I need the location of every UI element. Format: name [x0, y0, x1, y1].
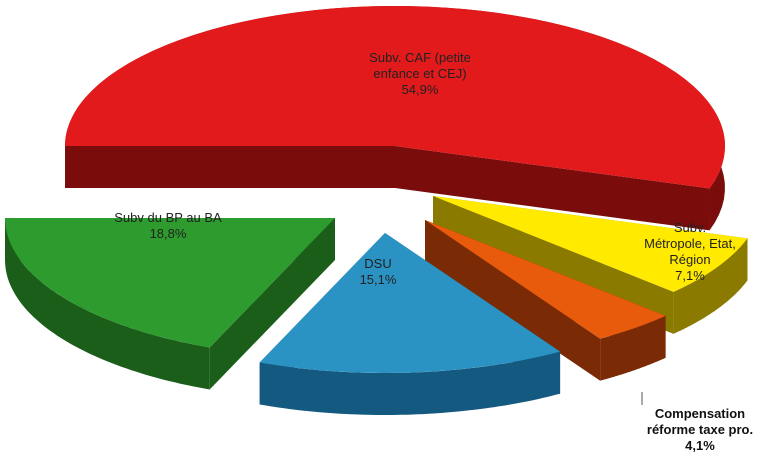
slice-label: Subv. Métropole, Etat, Région 7,1% — [644, 220, 736, 283]
slice-outer-wall — [259, 351, 561, 415]
pie-slice — [5, 218, 335, 348]
slice-label: DSU 15,1% — [360, 256, 397, 287]
slice-value-label: 7,1% — [675, 268, 705, 283]
slice-radial-wall — [65, 146, 395, 188]
slice-outer-wall — [600, 315, 666, 381]
slice-radial-wall — [209, 218, 335, 390]
slice-label: Subv. CAF (petite enfance et CEJ) 54,9% — [369, 50, 471, 97]
pie-slice — [425, 220, 666, 339]
slice-radial-wall — [395, 146, 710, 231]
slice-value-label: 4,1% — [685, 438, 715, 453]
slice-value-label: 54,9% — [402, 82, 439, 97]
slice-label: Compensation réforme taxe pro. 4,1% — [647, 406, 753, 453]
slice-labels: Subv. CAF (petite enfance et CEJ) 54,9% Sub… — [114, 50, 753, 453]
pie-slice — [433, 196, 748, 292]
slice-outer-wall — [5, 218, 210, 390]
pie-slice — [65, 5, 726, 189]
slice-outer-wall — [673, 238, 748, 334]
slice-value-label: 15,1% — [360, 272, 397, 287]
slice-value-label: 18,8% — [150, 226, 187, 241]
slice-label: Subv du BP au BA 18,8% — [114, 210, 222, 241]
pie-slice — [259, 233, 561, 373]
slice-radial-wall — [425, 220, 601, 381]
slice-tops — [5, 5, 748, 373]
